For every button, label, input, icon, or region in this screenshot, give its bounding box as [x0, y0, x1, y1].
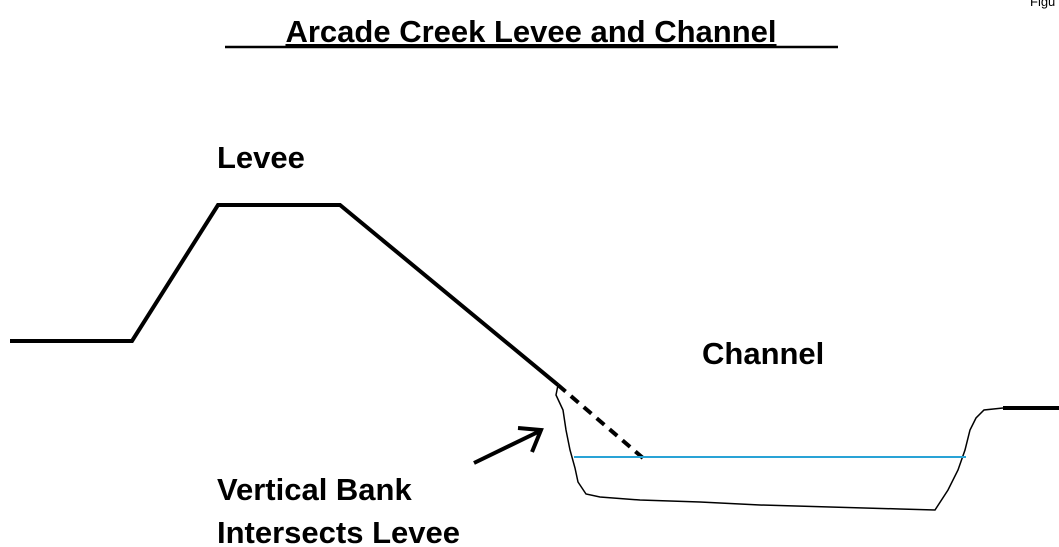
page: Figu Arcade Creek Levee and Channel Leve… [0, 0, 1059, 547]
title: Arcade Creek Levee and Channel [285, 14, 776, 49]
diagram: Figu Arcade Creek Levee and Channel Leve… [0, 0, 1059, 547]
annotation-line: Intersects Levee [217, 515, 460, 547]
annotation-line: Vertical Bank [217, 472, 412, 507]
corner-text: Figu [1030, 0, 1055, 9]
background [0, 0, 1059, 547]
levee-label: Levee [217, 140, 305, 175]
channel-label: Channel [702, 336, 824, 371]
